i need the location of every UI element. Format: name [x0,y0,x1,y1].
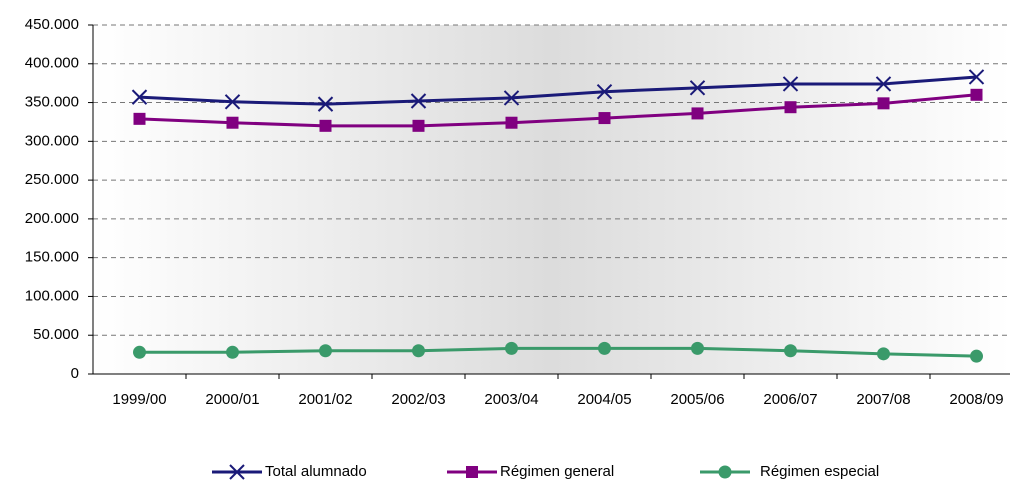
marker [319,119,332,132]
marker [410,93,427,109]
plot-area [93,25,1010,374]
series-line [139,75,977,106]
legend-label: Régimen especial [760,463,879,480]
marker [718,465,732,479]
marker [970,88,983,101]
series-line [139,346,977,358]
y-tick-label: 50.000 [33,326,79,343]
x-tick-label: 1999/00 [112,391,166,408]
marker [598,341,611,355]
marker [784,344,797,358]
marker [691,341,704,355]
marker [968,69,985,85]
marker [226,345,239,359]
x-tick-label: 2005/06 [670,391,724,408]
marker [691,107,704,120]
y-tick-label: 350.000 [25,94,79,111]
y-tick-label: 0 [71,365,79,382]
legend-label: Régimen general [500,463,614,480]
x-tick-label: 2008/09 [949,391,1003,408]
marker [317,96,334,112]
y-tick-label: 100.000 [25,287,79,304]
marker [319,344,332,358]
marker [229,464,245,480]
marker [689,80,706,96]
marker [505,341,518,355]
marker [412,344,425,358]
marker [224,94,241,110]
marker [970,349,983,363]
marker [782,76,799,92]
x-tick-label: 2002/03 [391,391,445,408]
x-tick-label: 2001/02 [298,391,352,408]
y-tick-label: 150.000 [25,249,79,266]
series-line [139,93,977,128]
marker [875,76,892,92]
y-tick-label: 450.000 [25,16,79,33]
y-tick-label: 250.000 [25,171,79,188]
y-tick-label: 400.000 [25,55,79,72]
marker [226,116,239,129]
marker [131,89,148,105]
marker [466,466,478,478]
marker [133,345,146,359]
x-tick-label: 2004/05 [577,391,631,408]
y-tick-label: 200.000 [25,210,79,227]
marker [503,90,520,106]
marker [877,97,890,110]
x-tick-label: 2000/01 [205,391,259,408]
x-tick-label: 2007/08 [856,391,910,408]
marker [598,112,611,125]
marker [877,347,890,361]
marker [133,112,146,125]
x-tick-label: 2003/04 [484,391,538,408]
marker [412,119,425,132]
marker [784,101,797,114]
marker [505,116,518,129]
y-tick-label: 300.000 [25,132,79,149]
legend-label: Total alumnado [265,463,367,480]
marker [596,83,613,100]
x-tick-label: 2006/07 [763,391,817,408]
